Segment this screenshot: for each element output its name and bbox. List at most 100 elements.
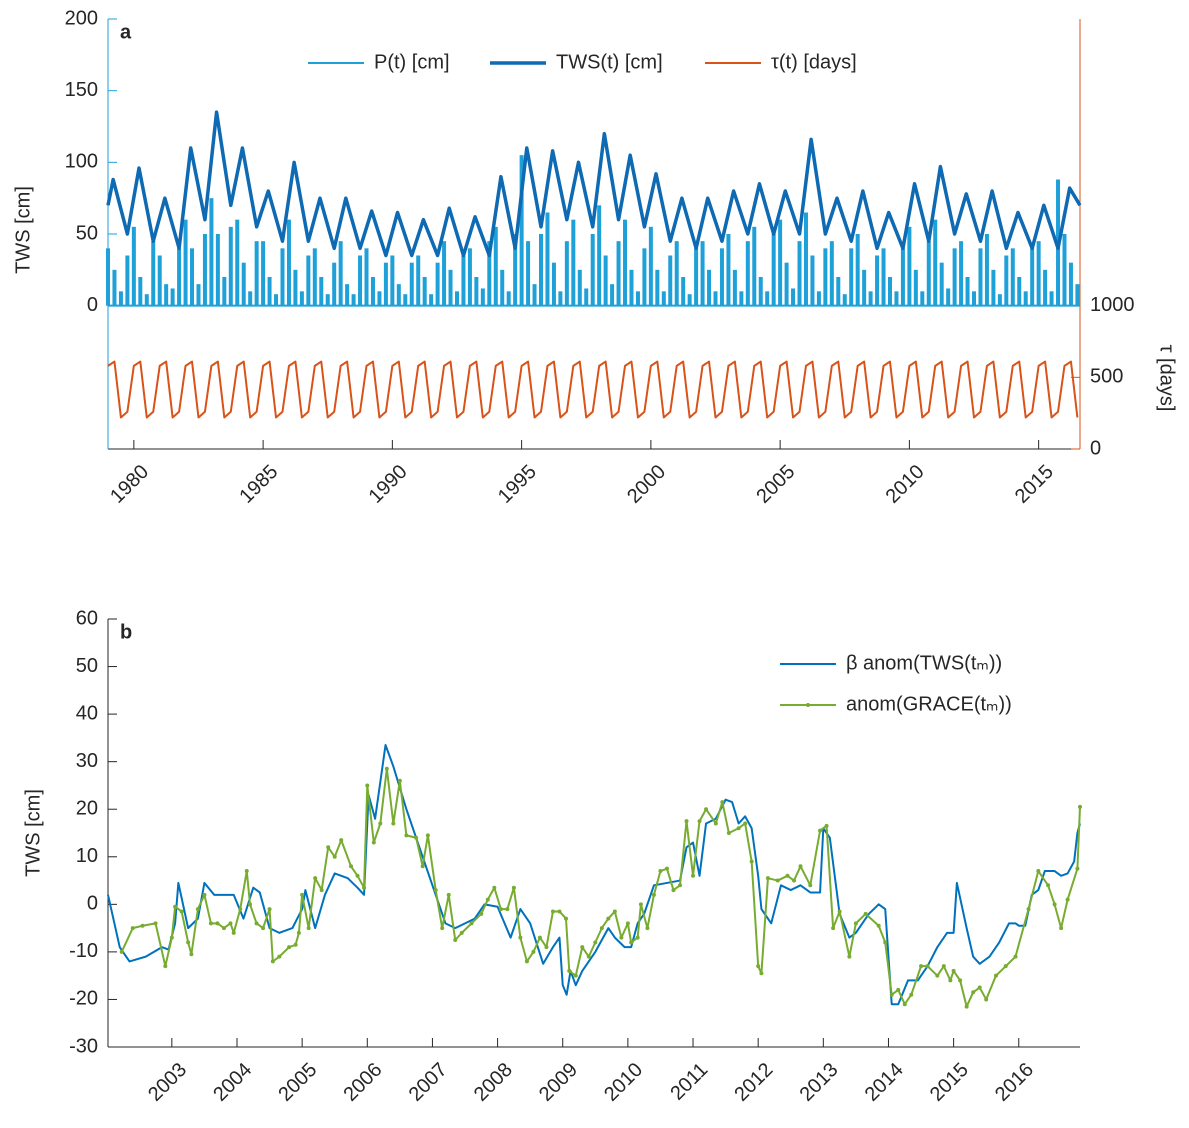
- series-marker: [612, 909, 617, 914]
- y-tick-label: 50: [76, 222, 98, 244]
- x-tick-label: 2005: [752, 461, 799, 508]
- x-tick-label: 2011: [666, 1059, 712, 1105]
- precip-spike: [784, 262, 789, 306]
- precip-spike: [118, 291, 123, 306]
- precip-spike: [881, 248, 886, 306]
- series-marker: [1052, 902, 1057, 907]
- precip-spike: [1062, 234, 1067, 306]
- series-marker: [485, 897, 490, 902]
- precip-spike: [823, 248, 828, 306]
- precip-spike: [952, 248, 957, 306]
- series-marker: [365, 783, 370, 788]
- precip-spike: [228, 226, 233, 306]
- series-marker: [1059, 926, 1064, 931]
- precip-spike: [558, 291, 563, 306]
- series-marker: [792, 878, 797, 883]
- y-tick-label: 100: [65, 151, 98, 173]
- precip-spike: [190, 248, 195, 306]
- precip-spike: [972, 291, 977, 306]
- series-marker: [414, 835, 419, 840]
- precip-spike: [487, 241, 492, 306]
- precip-spike: [396, 284, 401, 306]
- series-marker: [853, 921, 858, 926]
- series-marker: [902, 1002, 907, 1007]
- precip-spike: [1049, 291, 1054, 306]
- precip-spike: [694, 248, 699, 306]
- series-marker: [756, 964, 761, 969]
- precip-spike: [454, 291, 459, 306]
- series-marker: [925, 964, 930, 969]
- series-marker: [563, 916, 568, 921]
- series-marker: [293, 942, 298, 947]
- y-tick-label: 60: [76, 607, 98, 629]
- series-marker: [586, 954, 591, 959]
- x-tick-label: 2010: [600, 1059, 647, 1106]
- panel-label: b: [120, 621, 132, 643]
- precip-spike: [687, 294, 692, 306]
- series-marker: [1026, 907, 1031, 912]
- series-line: [107, 360, 1079, 419]
- series-marker: [261, 926, 266, 931]
- precip-spike: [668, 255, 673, 306]
- x-tick-label: 2005: [274, 1059, 321, 1106]
- precip-spike: [551, 262, 556, 306]
- series-marker: [267, 907, 272, 912]
- precip-spike: [1004, 255, 1009, 306]
- series-marker: [313, 876, 318, 881]
- series-marker: [629, 940, 634, 945]
- precip-spike: [513, 234, 518, 306]
- series-marker: [697, 819, 702, 824]
- precip-spike: [125, 255, 130, 306]
- series-marker: [951, 968, 956, 973]
- precip-spike: [377, 291, 382, 306]
- precip-spike: [442, 241, 447, 306]
- series-marker: [169, 935, 174, 940]
- precip-spike: [1075, 284, 1080, 306]
- x-tick-label: 2012: [730, 1059, 777, 1106]
- precip-spike: [261, 241, 266, 306]
- precip-spike: [623, 219, 628, 306]
- precip-spike: [370, 277, 375, 306]
- series-marker: [371, 840, 376, 845]
- precip-spike: [461, 255, 466, 306]
- x-tick-label: 2006: [340, 1059, 387, 1106]
- series-marker: [1003, 964, 1008, 969]
- precip-spike: [616, 241, 621, 306]
- precip-spike: [286, 219, 291, 306]
- precip-spike: [435, 262, 440, 306]
- precip-spike: [106, 248, 110, 306]
- series-line: [120, 767, 1081, 1008]
- series-marker: [349, 864, 353, 869]
- series-marker: [420, 864, 425, 869]
- series-marker: [459, 930, 464, 935]
- series-marker: [726, 831, 731, 835]
- series-marker: [248, 902, 253, 907]
- precip-spike: [112, 269, 117, 306]
- series-marker: [440, 926, 445, 931]
- precip-spike: [177, 248, 182, 306]
- precip-spike: [222, 277, 227, 306]
- series-marker: [270, 959, 275, 964]
- series-marker: [433, 888, 438, 893]
- precip-spike: [648, 226, 653, 306]
- precip-spike: [564, 241, 569, 306]
- precip-spike: [674, 241, 679, 306]
- precip-spike: [1043, 269, 1048, 306]
- precip-spike: [131, 226, 136, 306]
- series-marker: [749, 859, 754, 864]
- x-tick-label: 2007: [405, 1059, 452, 1106]
- precip-spike: [526, 241, 531, 306]
- series-marker: [287, 945, 292, 950]
- precip-spike: [700, 241, 705, 306]
- y2-axis-label: τ [days]: [1156, 345, 1178, 412]
- precip-spike: [383, 262, 388, 306]
- y-tick-label: -10: [69, 940, 98, 962]
- series-marker: [948, 978, 953, 983]
- series-marker: [231, 930, 236, 935]
- series-marker: [277, 954, 282, 959]
- y2-tick-label: 500: [1090, 366, 1123, 388]
- series-marker: [993, 973, 998, 978]
- x-tick-label: 2003: [144, 1059, 191, 1106]
- series-marker: [355, 873, 360, 878]
- y-tick-label: 20: [76, 798, 98, 820]
